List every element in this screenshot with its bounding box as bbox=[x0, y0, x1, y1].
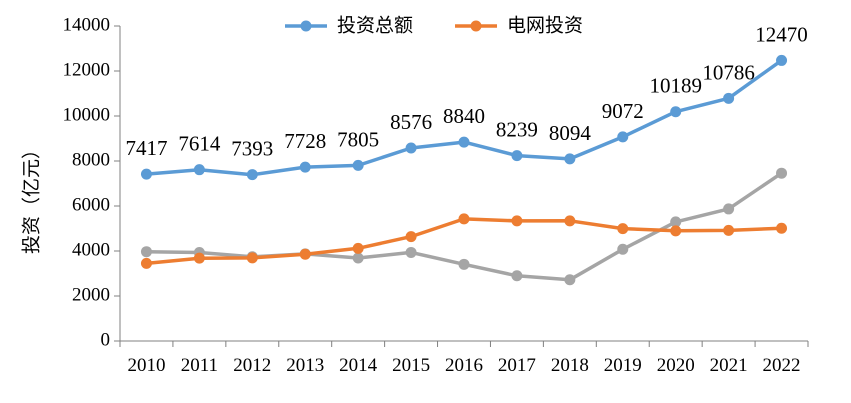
data-point bbox=[405, 246, 417, 258]
x-tick-label: 2022 bbox=[763, 355, 801, 376]
y-tick-label: 6000 bbox=[72, 194, 110, 215]
data-label: 10189 bbox=[649, 74, 702, 98]
x-tick-label: 2021 bbox=[710, 355, 748, 376]
data-point bbox=[723, 224, 735, 236]
series-1 bbox=[140, 54, 788, 181]
x-tick-label: 2020 bbox=[657, 355, 695, 376]
y-tick-label: 14000 bbox=[63, 14, 111, 35]
data-point bbox=[776, 222, 788, 234]
data-point bbox=[193, 164, 205, 176]
x-tick-label: 2019 bbox=[604, 355, 642, 376]
y-axis-label: 投资（亿元） bbox=[21, 140, 43, 254]
data-point bbox=[564, 274, 576, 286]
y-tick-label: 2000 bbox=[72, 284, 110, 305]
data-label: 8840 bbox=[443, 104, 485, 128]
x-tick-label: 2018 bbox=[551, 355, 589, 376]
data-point bbox=[670, 225, 682, 237]
data-point bbox=[564, 215, 576, 227]
data-label: 7417 bbox=[125, 136, 167, 160]
data-label: 12470 bbox=[755, 22, 808, 46]
data-point bbox=[511, 270, 523, 282]
y-tick-label: 0 bbox=[101, 329, 111, 350]
series-layer bbox=[140, 54, 788, 286]
data-point bbox=[511, 150, 523, 162]
x-tick-label: 2015 bbox=[392, 355, 430, 376]
y-tick-label: 12000 bbox=[63, 59, 111, 80]
y-tick-label: 8000 bbox=[72, 149, 110, 170]
legend-swatch-marker bbox=[470, 20, 482, 32]
y-tick-label: 10000 bbox=[63, 104, 111, 125]
x-tick-label: 2010 bbox=[127, 355, 165, 376]
legend-entry: 电网投资 bbox=[455, 15, 583, 37]
series-line bbox=[146, 217, 782, 266]
data-point bbox=[511, 215, 523, 227]
data-label: 8239 bbox=[496, 118, 538, 142]
y-tick-label: 4000 bbox=[72, 239, 110, 260]
data-point bbox=[140, 246, 152, 258]
data-point bbox=[246, 252, 258, 264]
x-tick-label: 2017 bbox=[498, 355, 536, 376]
data-point bbox=[352, 159, 364, 171]
x-tick-label: 2012 bbox=[233, 355, 271, 376]
data-labels: 7417 7614 7393 7728 7805 8576 8840 8239 8094 9072… bbox=[125, 22, 807, 160]
data-point bbox=[193, 252, 205, 264]
data-point bbox=[299, 248, 311, 260]
data-point bbox=[617, 131, 629, 143]
data-label: 7393 bbox=[231, 137, 273, 161]
legend: 投资总额 电网投资 bbox=[285, 15, 583, 37]
data-point bbox=[246, 169, 258, 181]
data-point bbox=[299, 161, 311, 173]
data-point bbox=[617, 223, 629, 235]
data-point bbox=[723, 92, 735, 104]
data-point bbox=[776, 54, 788, 66]
data-point bbox=[405, 231, 417, 243]
data-point bbox=[670, 106, 682, 118]
axes: 0 2000 4000 6000 8000 10000 12000 14000 2010 2011… bbox=[63, 14, 809, 376]
data-point bbox=[670, 216, 682, 228]
x-tick-label: 2013 bbox=[286, 355, 324, 376]
data-label: 8576 bbox=[390, 110, 432, 134]
data-point bbox=[352, 242, 364, 254]
x-tick-label: 2014 bbox=[339, 355, 378, 376]
data-point bbox=[617, 243, 629, 255]
data-point bbox=[776, 167, 788, 179]
data-point bbox=[140, 257, 152, 269]
legend-label: 电网投资 bbox=[507, 15, 583, 37]
series-3 bbox=[140, 167, 788, 286]
x-tick-label: 2016 bbox=[445, 355, 483, 376]
x-tick-label: 2011 bbox=[181, 355, 218, 376]
data-label: 8094 bbox=[549, 121, 592, 145]
series-2 bbox=[140, 213, 788, 269]
data-label: 10786 bbox=[702, 60, 755, 84]
data-label: 7805 bbox=[337, 127, 379, 151]
data-point bbox=[723, 203, 735, 215]
data-point bbox=[564, 153, 576, 165]
data-point bbox=[458, 258, 470, 270]
legend-entry: 投资总额 bbox=[285, 15, 413, 37]
data-point bbox=[458, 136, 470, 148]
legend-swatch-marker bbox=[300, 20, 312, 32]
data-point bbox=[352, 252, 364, 264]
data-label: 7728 bbox=[284, 129, 326, 153]
data-point bbox=[458, 213, 470, 225]
legend-label: 投资总额 bbox=[337, 15, 413, 37]
data-label: 7614 bbox=[178, 132, 221, 156]
data-point bbox=[140, 168, 152, 180]
data-point bbox=[405, 142, 417, 154]
data-label: 9072 bbox=[602, 99, 644, 123]
